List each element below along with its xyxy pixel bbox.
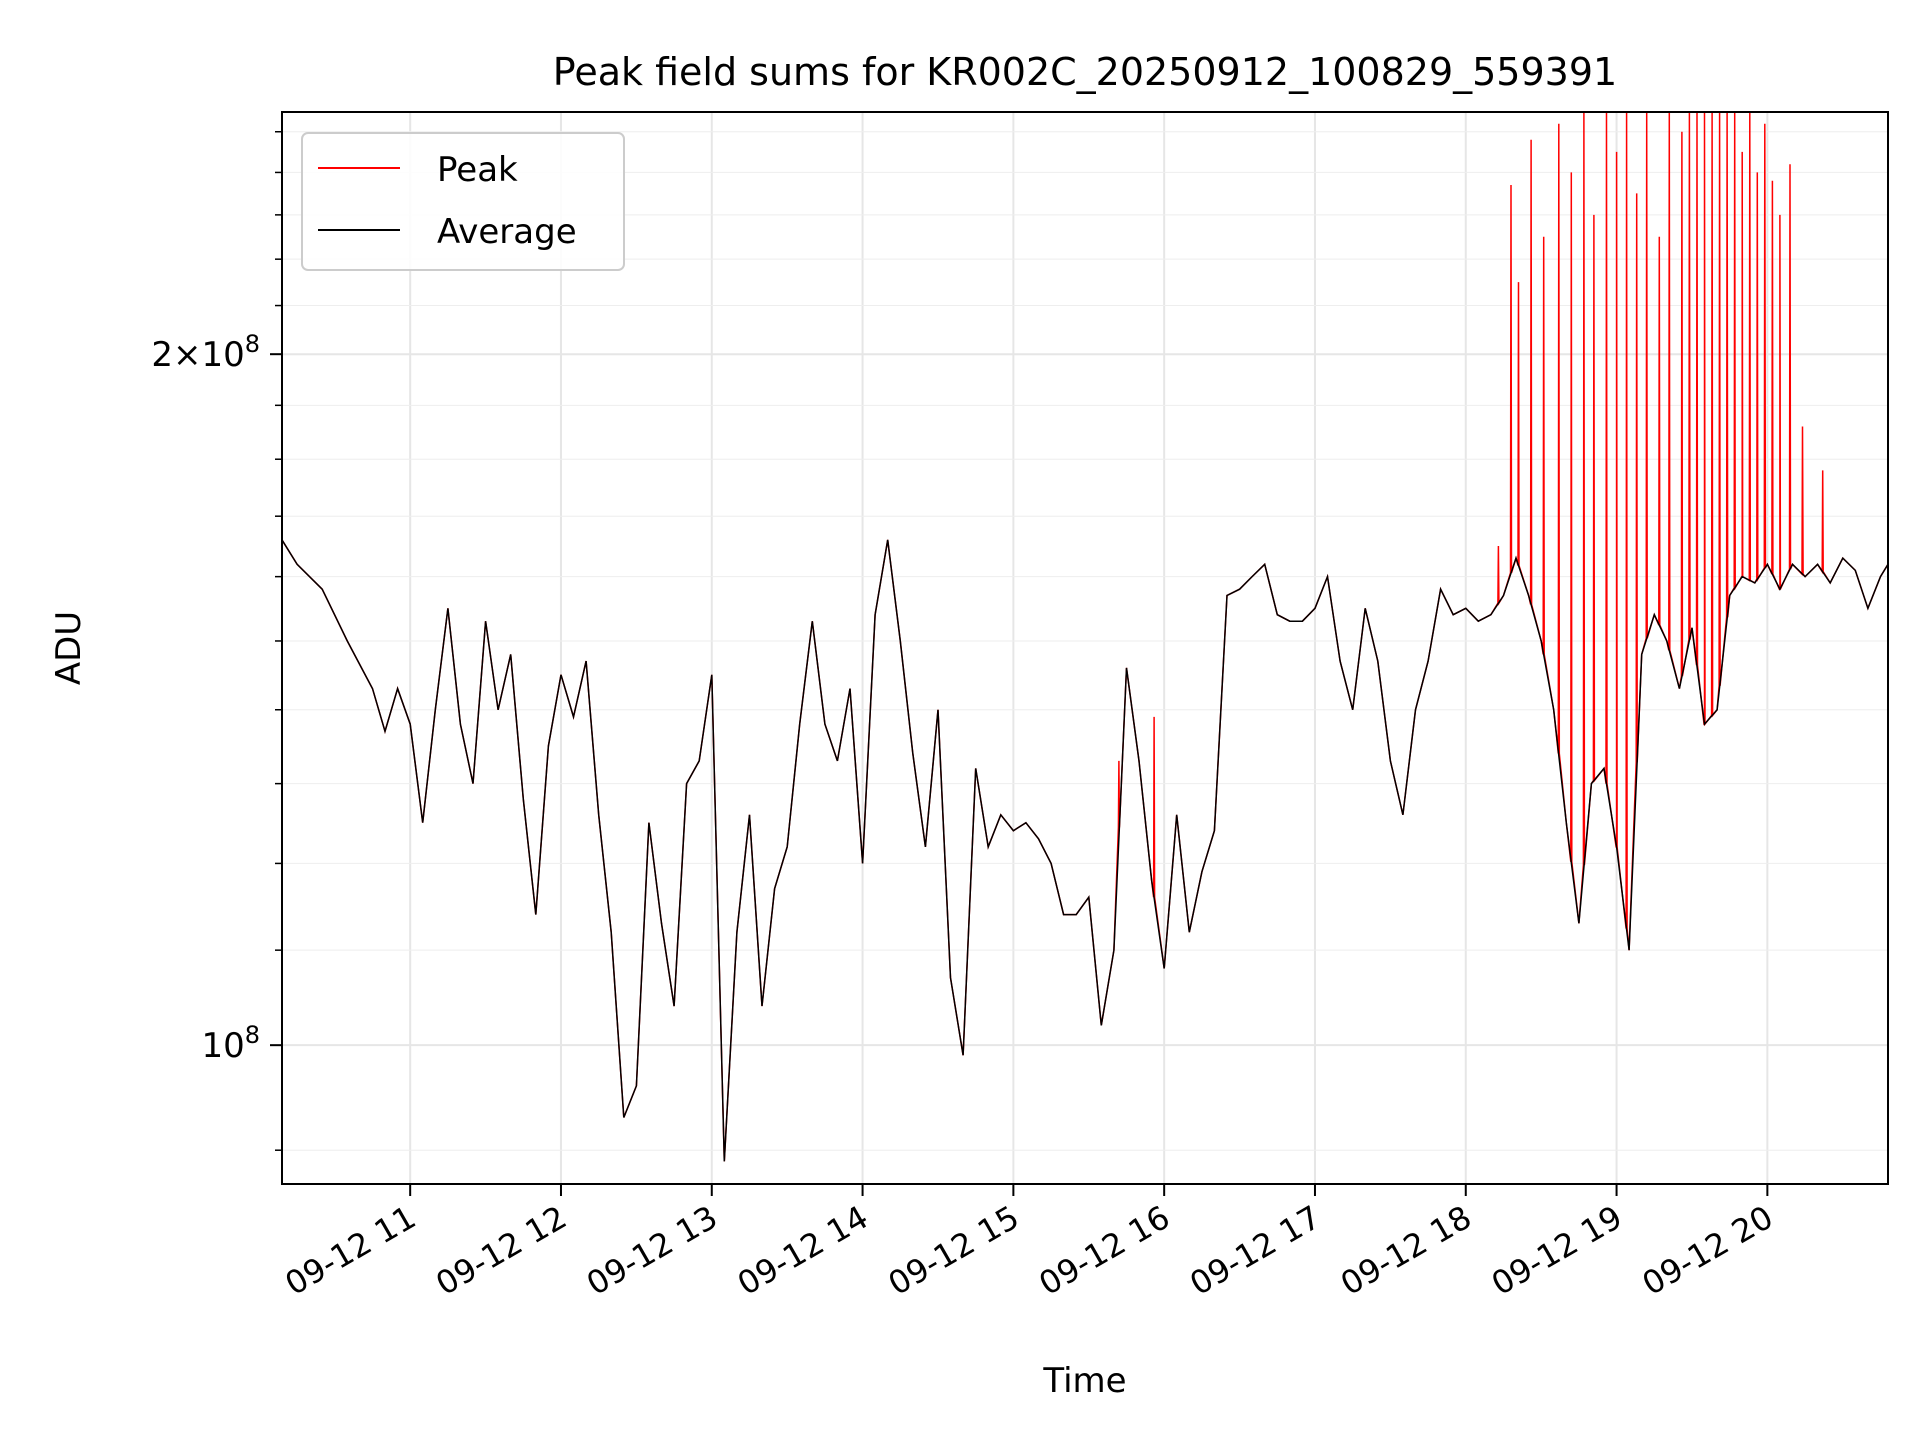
y-axis-label: ADU — [49, 611, 89, 685]
x-tick-label: 09-12 13 — [580, 1198, 724, 1303]
x-tick-label: 09-12 14 — [731, 1198, 875, 1303]
x-tick-label: 09-12 12 — [429, 1198, 573, 1303]
x-tick-label: 09-12 15 — [882, 1198, 1026, 1303]
axes-frame — [281, 111, 1889, 1185]
average-series-line — [282, 539, 1888, 1162]
x-tick-label: 09-12 20 — [1636, 1198, 1780, 1303]
y-tick-label: 108 — [201, 1021, 260, 1066]
x-tick-label: 09-12 11 — [279, 1198, 423, 1303]
x-axis: 09-12 11 09-12 12 09-12 13 09-12 14 09-12 15… — [279, 1184, 1780, 1303]
x-tick-label: 09-12 19 — [1485, 1198, 1629, 1303]
chart-title: Peak field sums for KR002C_20250912_1008… — [553, 50, 1617, 94]
x-axis-label: Time — [1042, 1361, 1126, 1401]
legend: Peak Average — [301, 132, 625, 271]
x-tick-label: 09-12 16 — [1033, 1198, 1177, 1303]
legend-peak-label: Peak — [437, 150, 518, 190]
x-tick-label: 09-12 18 — [1334, 1198, 1478, 1303]
x-tick-label: 09-12 17 — [1183, 1198, 1327, 1303]
y-tick-label: 2×108 — [151, 330, 260, 375]
series-layer — [282, 112, 1888, 1162]
legend-average-label: Average — [437, 212, 577, 252]
y-axis: 108 2×108 — [151, 130, 282, 1151]
grid — [282, 112, 1888, 1184]
